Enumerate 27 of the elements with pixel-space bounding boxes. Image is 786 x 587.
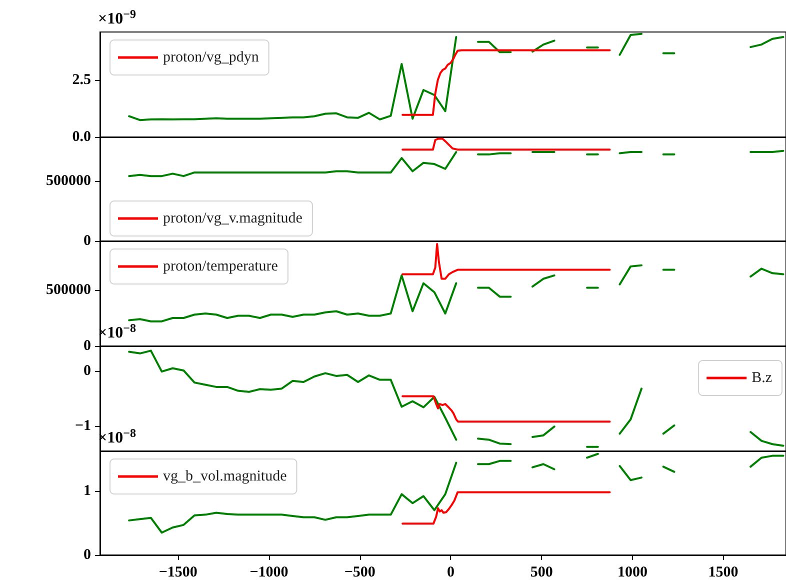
y-tick-label: 0 [84, 547, 91, 563]
y-tick-label: 0.0 [72, 129, 91, 145]
y-tick-label: 0 [84, 233, 91, 249]
y-tick-label: 500000 [46, 282, 91, 298]
x-tick-label: 1000 [617, 564, 648, 580]
legend-label: proton/vg_pdyn [163, 50, 260, 66]
x-tick-label: 0 [446, 564, 454, 580]
y-tick-label: −1 [74, 418, 91, 434]
y-tick-label: 0 [84, 338, 91, 354]
y-tick-label: 0 [84, 363, 91, 380]
line-series [402, 395, 611, 423]
x-tick-label: −1500 [158, 564, 198, 580]
x-tick-label: 1500 [708, 564, 738, 580]
legend-label: proton/temperature [163, 258, 278, 274]
y-tick-label: 1 [84, 483, 91, 499]
x-tick-label: −500 [344, 564, 376, 580]
line-series [402, 138, 611, 151]
y-tick-label: 2.5 [72, 72, 91, 88]
x-tick-label: −1000 [250, 564, 288, 580]
legend-label: proton/vg_v.magnitude [163, 210, 303, 226]
legend-label: vg_b_vol.magnitude [163, 468, 288, 484]
line-series [402, 491, 611, 525]
x-tick-label: 500 [530, 564, 553, 580]
legend-label: B.z [752, 370, 772, 386]
line-series [402, 243, 611, 280]
line-series [402, 49, 611, 116]
y-tick-label: 500000 [46, 172, 91, 189]
